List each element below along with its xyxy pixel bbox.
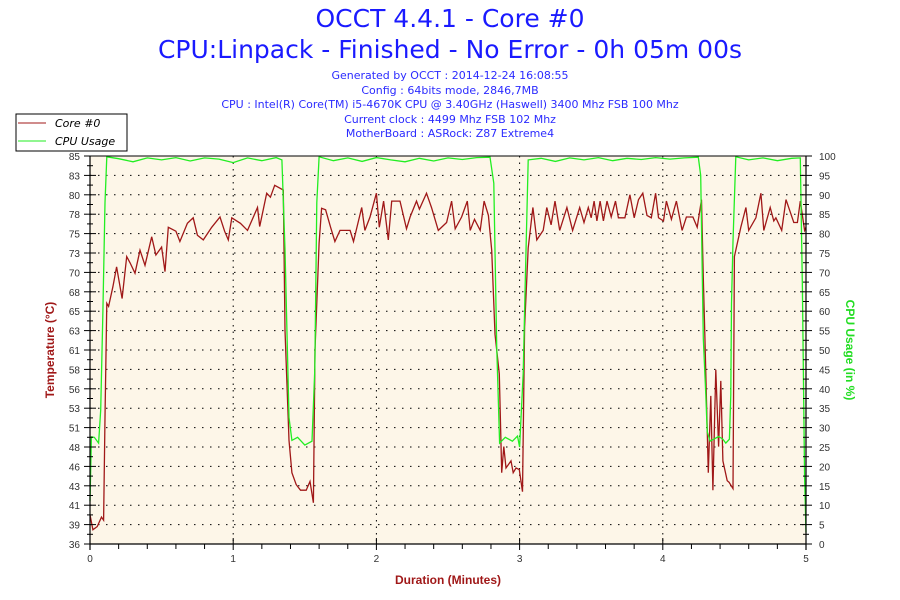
x-tick-label: 4 xyxy=(660,554,666,565)
y2-tick-label: 95 xyxy=(819,171,831,182)
y2-tick-label: 45 xyxy=(819,365,831,376)
series-layer xyxy=(89,155,807,533)
y-tick-label: 68 xyxy=(69,288,81,299)
system-info: Generated by OCCT : 2014-12-24 16:08:55 … xyxy=(0,69,900,142)
y2-tick-label: 55 xyxy=(819,327,831,338)
y-tick-label: 56 xyxy=(69,385,81,396)
legend-box xyxy=(15,113,128,152)
y-tick-label: 46 xyxy=(69,462,81,473)
y2-tick-label: 10 xyxy=(819,501,831,512)
y-tick-label: 75 xyxy=(69,230,81,241)
y2-tick-label: 90 xyxy=(819,191,831,202)
y2-tick-label: 70 xyxy=(819,268,831,279)
y-tick-label: 61 xyxy=(69,346,81,357)
legend-label-cpu-usage: CPU Usage xyxy=(55,135,115,148)
info-motherboard: MotherBoard : ASRock: Z87 Extreme4 xyxy=(345,127,555,140)
y-tick-label: 53 xyxy=(69,404,81,415)
info-generated: Generated by OCCT : 2014-12-24 16:08:55 xyxy=(331,69,569,82)
y-tick-label: 78 xyxy=(69,210,81,221)
y2-tick-label: 75 xyxy=(819,249,831,260)
y2-tick-label: 100 xyxy=(819,152,836,163)
y-axis-label: Temperature (°C) xyxy=(43,302,57,399)
x-axis-label: Duration (Minutes) xyxy=(395,573,501,587)
info-config: Config : 64bits mode, 2846,7MB xyxy=(361,83,539,97)
y2-tick-label: 50 xyxy=(819,346,831,357)
cpu-usage-line xyxy=(89,155,807,533)
y-tick-label: 36 xyxy=(69,540,81,551)
legend-label-core0: Core #0 xyxy=(55,117,100,130)
y-tick-label: 48 xyxy=(69,443,81,454)
y2-tick-label: 40 xyxy=(819,385,831,396)
y2-tick-label: 60 xyxy=(819,307,831,318)
y-tick-label: 41 xyxy=(69,501,81,512)
x-tick-label: 5 xyxy=(803,554,809,565)
y-tick-label: 85 xyxy=(69,152,81,163)
plot-area xyxy=(90,156,806,544)
y-tick-label: 43 xyxy=(69,482,81,493)
y2-tick-label: 85 xyxy=(819,210,831,221)
x-tick-label: 2 xyxy=(374,554,380,565)
y2-tick-label: 0 xyxy=(819,540,825,551)
y2-tick-label: 65 xyxy=(819,288,831,299)
y-tick-label: 65 xyxy=(69,307,81,318)
x-tick-label: 1 xyxy=(230,554,236,565)
info-cpu: CPU : Intel(R) Core(TM) i5-4670K CPU @ 3… xyxy=(221,98,679,111)
y-tick-label: 39 xyxy=(69,521,81,532)
y2-tick-label: 20 xyxy=(819,462,831,473)
y-tick-label: 63 xyxy=(69,327,81,338)
y2-tick-label: 35 xyxy=(819,404,831,415)
y2-tick-label: 80 xyxy=(819,230,831,241)
y2-tick-label: 5 xyxy=(819,521,825,532)
chart-title: OCCT 4.4.1 - Core #0 xyxy=(315,4,585,33)
core0-temperature-line xyxy=(89,184,807,531)
x-tick-label: 3 xyxy=(517,554,523,565)
info-clock: Current clock : 4499 Mhz FSB 102 Mhz xyxy=(344,112,556,126)
legend: Core #0 CPU Usage xyxy=(15,113,128,152)
y2-axis-label: CPU Usage (in %) xyxy=(843,300,857,401)
y2-tick-label: 15 xyxy=(819,482,831,493)
y-tick-label: 51 xyxy=(69,424,81,435)
y2-tick-label: 30 xyxy=(819,424,831,435)
y2-tick-label: 25 xyxy=(819,443,831,454)
x-tick-label: 0 xyxy=(87,554,93,565)
y-tick-label: 58 xyxy=(69,365,81,376)
y-tick-label: 73 xyxy=(69,249,81,260)
y-tick-label: 80 xyxy=(69,191,81,202)
y-tick-label: 70 xyxy=(69,268,81,279)
chart-subtitle: CPU:Linpack - Finished - No Error - 0h 0… xyxy=(157,35,743,64)
y-tick-label: 83 xyxy=(69,171,81,182)
